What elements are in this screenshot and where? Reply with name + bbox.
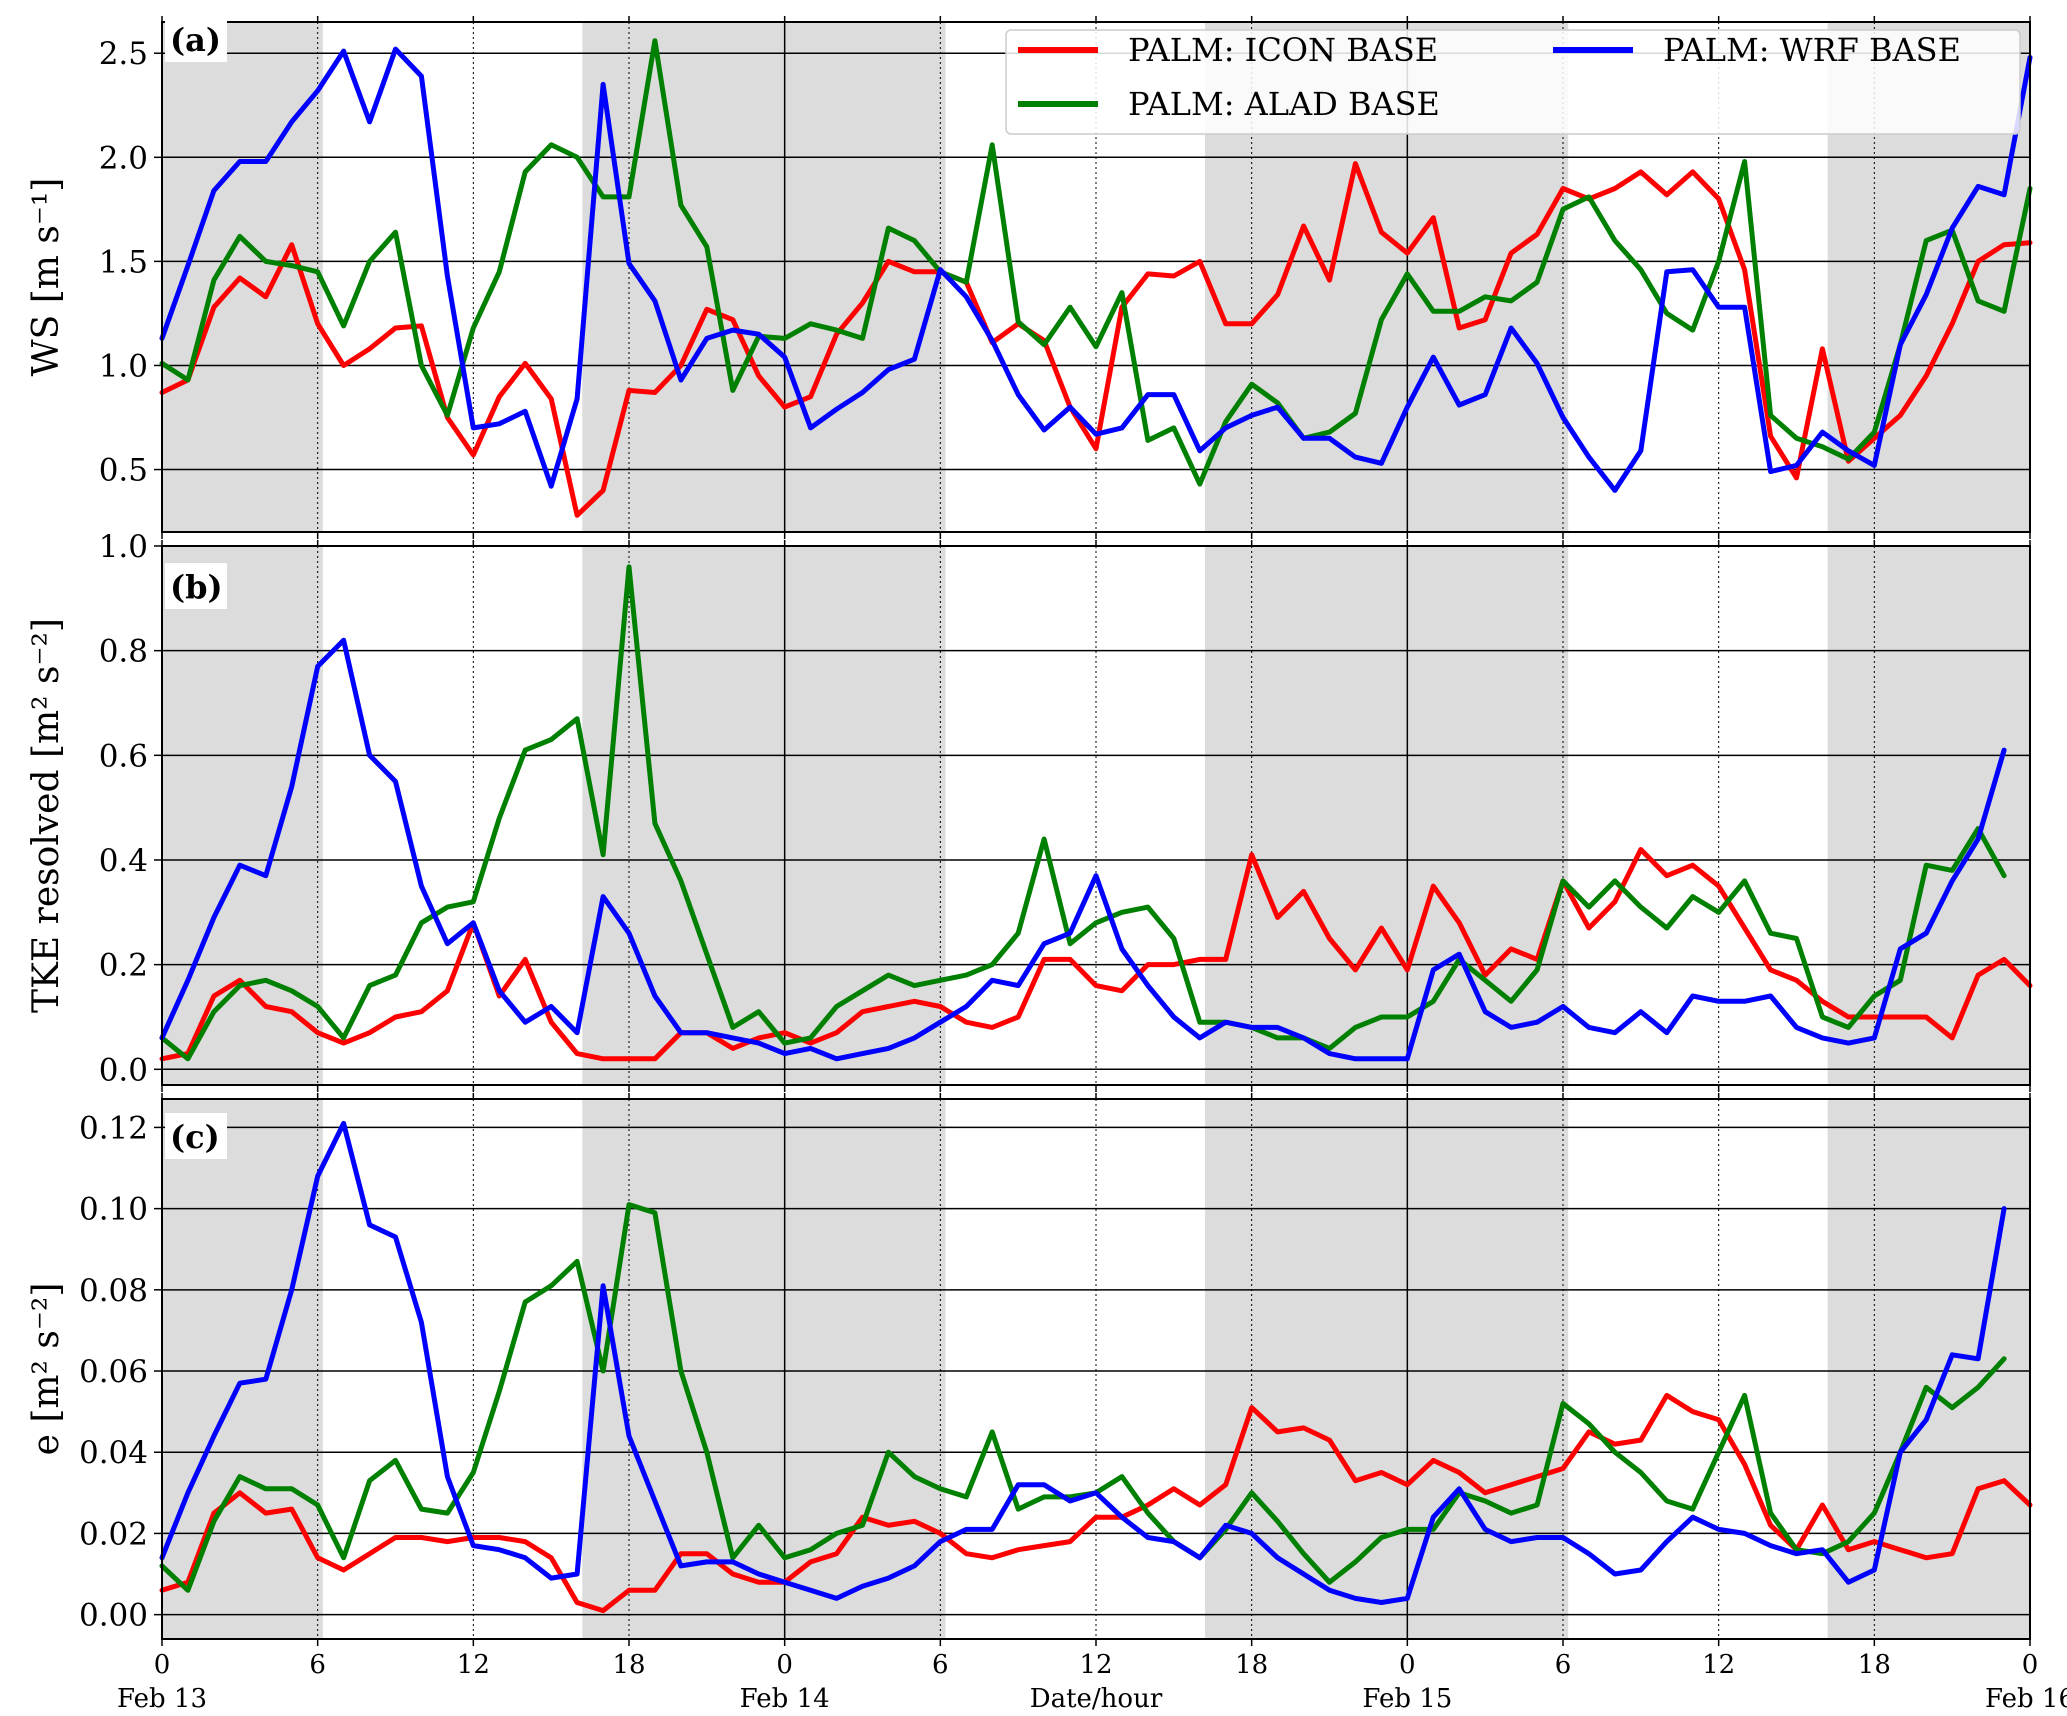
- y-tick-label: 0.00: [79, 1598, 148, 1634]
- night-shading: [1204, 546, 1569, 1085]
- series-line-palm-icon-base: [159, 161, 2033, 518]
- date-label: Feb 15: [1362, 1684, 1452, 1714]
- series-line-palm-wrf-base: [159, 1120, 2007, 1605]
- y-tick-label: 0.02: [79, 1516, 148, 1552]
- y-tick-label: 0.4: [99, 843, 148, 879]
- night-shading: [162, 546, 323, 1085]
- panel-c: 0.00 0.02 0.04 0.06 0.08 0.10 0.12 (c) e [m² s⁻²…: [26, 1093, 2033, 1646]
- series-line-palm-alad-base: [159, 564, 2007, 1062]
- legend-label: PALM: ICON BASE: [1128, 31, 1438, 69]
- panel-tag-box: [165, 1113, 227, 1159]
- date-label: Feb 13: [117, 1684, 207, 1714]
- x-tick-label: 18: [1858, 1650, 1891, 1680]
- panel-tag-box: [165, 563, 227, 609]
- x-tick-label: 12: [457, 1650, 490, 1680]
- date-label: Feb 16: [1985, 1684, 2067, 1714]
- night-shading: [582, 546, 946, 1085]
- panel-tag-box: [165, 16, 227, 62]
- x-tick-label: 12: [1702, 1650, 1735, 1680]
- x-tick-label: 6: [1555, 1650, 1572, 1680]
- y-tick-label: 1.0: [99, 529, 148, 565]
- x-tick-label: 0: [154, 1650, 171, 1680]
- panel-tag: (b): [170, 568, 223, 606]
- y-tick-label: 0.06: [79, 1354, 148, 1390]
- x-tick-label: 18: [1235, 1650, 1268, 1680]
- panel-b: 0.0 0.2 0.4 0.6 0.8 1.0 (b) TKE resolved [m² s⁻…: [26, 529, 2033, 1092]
- x-tick-label: 12: [1079, 1650, 1112, 1680]
- series-line-palm-alad-base: [159, 38, 2033, 487]
- night-shading: [1827, 546, 2030, 1085]
- series-line-palm-icon-base: [159, 1392, 2033, 1614]
- x-tick-label: 6: [932, 1650, 949, 1680]
- night-shading: [1204, 1099, 1569, 1639]
- night-shading: [582, 1099, 946, 1639]
- x-tick-label: 0: [2022, 1650, 2039, 1680]
- panel-tag: (a): [170, 21, 221, 59]
- y-tick-label: 2.0: [99, 140, 148, 176]
- y-tick-label: 1.0: [99, 348, 148, 384]
- x-tick-label: 6: [309, 1650, 326, 1680]
- series-line-palm-wrf-base: [159, 637, 2007, 1062]
- x-tick-label: 0: [776, 1650, 793, 1680]
- y-tick-label: 0.5: [99, 453, 148, 489]
- panel-tag: (c): [170, 1118, 220, 1156]
- y-axis-label: WS [m s⁻¹]: [26, 178, 67, 377]
- series-line-palm-wrf-base: [159, 46, 2033, 493]
- y-tick-label: 1.5: [99, 244, 148, 280]
- axes-frame: [161, 1098, 2031, 1640]
- x-tick-label: 18: [612, 1650, 645, 1680]
- x-tick-label: 0: [1399, 1650, 1416, 1680]
- legend-label: PALM: ALAD BASE: [1128, 85, 1440, 123]
- legend-box: [1005, 29, 2021, 135]
- y-tick-label: 0.0: [99, 1052, 148, 1088]
- y-tick-label: 0.6: [99, 738, 148, 774]
- y-tick-label: 0.12: [79, 1110, 148, 1146]
- y-tick-label: 0.08: [79, 1273, 148, 1309]
- x-axis-labels: 0 6 12 18 0 6 12 18 0 6 12 18 0 Feb 13 Feb 14 Feb 15 Feb…: [117, 1650, 2067, 1714]
- axes-frame: [161, 21, 2031, 533]
- y-tick-label: 0.2: [99, 948, 148, 984]
- x-axis-title: Date/hour: [1030, 1684, 1163, 1714]
- night-shading: [162, 1099, 323, 1639]
- y-tick-label: 0.10: [79, 1192, 148, 1228]
- date-label: Feb 14: [740, 1684, 830, 1714]
- axes-frame: [161, 545, 2031, 1086]
- legend-label: PALM: WRF BASE: [1663, 31, 1961, 69]
- y-tick-label: 0.04: [79, 1435, 148, 1471]
- legend: PALM: ICON BASE PALM: ALAD BASE PALM: WRF …: [1005, 29, 2021, 135]
- y-axis-label: TKE resolved [m² s⁻²]: [26, 618, 67, 1013]
- y-axis-label: e [m² s⁻²]: [26, 1283, 67, 1456]
- y-tick-label: 0.8: [99, 634, 148, 670]
- y-tick-label: 2.5: [99, 36, 148, 72]
